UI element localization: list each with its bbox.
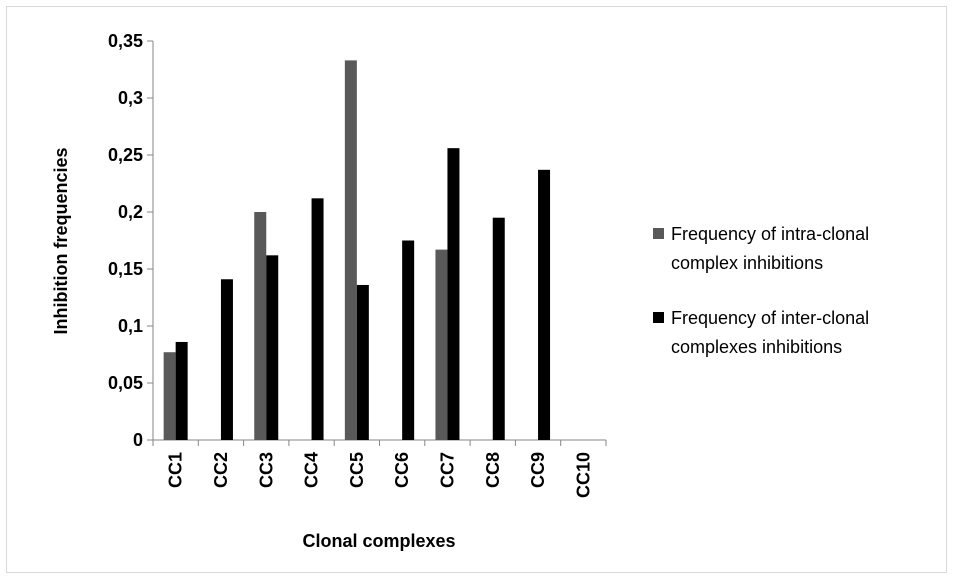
- bar-intra-cc5: [344, 60, 357, 440]
- legend-swatch-1: [653, 228, 664, 239]
- y-tick-label: 0,05: [108, 373, 143, 393]
- y-axis-title: Inhibition frequencies: [51, 147, 71, 334]
- y-tick-label: 0,15: [108, 259, 143, 279]
- x-tick-label: CC9: [528, 452, 548, 488]
- bar-inter-cc6: [402, 240, 415, 440]
- x-tick-label: CC10: [573, 452, 593, 498]
- y-tick-label: 0,1: [118, 316, 143, 336]
- bar-intra-cc3: [254, 212, 267, 440]
- x-tick-label: CC2: [211, 452, 231, 488]
- bar-inter-cc5: [356, 284, 369, 440]
- y-tick-label: 0,25: [108, 145, 143, 165]
- legend-label-1: complex inhibitions: [671, 253, 823, 273]
- bar-inter-cc4: [311, 198, 324, 440]
- legend-swatch-2: [653, 312, 664, 323]
- chart-frame: [6, 6, 947, 573]
- x-tick-labels: CC1 CC2 CC3 CC4 CC5 CC6 CC7 CC8 CC9 CC10: [166, 452, 594, 498]
- x-tick-label: CC7: [437, 452, 457, 488]
- x-tick-label: CC1: [166, 452, 186, 488]
- x-tick-label: CC4: [302, 452, 322, 488]
- x-tick-label: CC8: [483, 452, 503, 488]
- bar-inter-cc8: [492, 217, 505, 440]
- y-tick-label: 0,2: [118, 202, 143, 222]
- y-tick-label: 0,35: [108, 31, 143, 51]
- bar-inter-cc7: [447, 148, 460, 440]
- x-tick-label: CC3: [256, 452, 276, 488]
- legend-label-2: Frequency of inter-clonal: [671, 308, 869, 328]
- bar-inter-cc2: [220, 279, 233, 440]
- legend: Frequency of intra-clonal complex inhibit…: [653, 224, 869, 357]
- y-tick-label: 0,3: [118, 88, 143, 108]
- axes-group: [147, 40, 607, 446]
- x-tick-label: CC6: [392, 452, 412, 488]
- y-tick-labels: 0 0,05 0,1 0,15 0,2 0,25 0,3 0,35: [108, 31, 143, 450]
- legend-label-1: Frequency of intra-clonal: [671, 224, 869, 244]
- bar-intra-cc1: [163, 352, 176, 440]
- bars-group: [163, 60, 551, 440]
- bar-inter-cc9: [538, 169, 551, 440]
- legend-label-2: complexes inhibitions: [671, 337, 842, 357]
- bar-inter-cc1: [175, 341, 188, 440]
- y-tick-label: 0: [133, 430, 143, 450]
- bar-inter-cc3: [266, 255, 279, 440]
- bar-intra-cc7: [435, 249, 448, 440]
- x-tick-label: CC5: [347, 452, 367, 488]
- x-axis-title: Clonal complexes: [302, 531, 455, 551]
